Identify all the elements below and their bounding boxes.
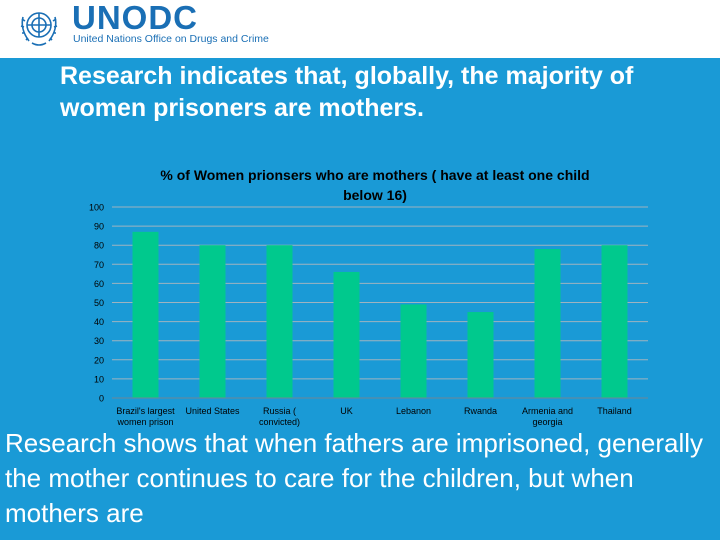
bar — [333, 271, 360, 398]
bar-chart: 0 10 20 30 40 50 60 70 80 90 100 Brazil's largest wo… — [89, 203, 648, 427]
y-tick-label: 80 — [94, 241, 104, 251]
x-tick-label: United States — [185, 406, 240, 416]
bar — [400, 304, 427, 398]
headline: Research indicates that, globally, the m… — [60, 62, 634, 122]
x-tick-label-line: Russia ( — [263, 406, 296, 416]
bar — [199, 245, 226, 398]
x-tick-label-line: UK — [340, 406, 353, 416]
bar — [534, 249, 561, 398]
x-tick-label-line: women prison — [116, 417, 173, 427]
x-tick-label-line: georgia — [532, 417, 562, 427]
bar — [601, 245, 628, 398]
x-tick-label-line: Lebanon — [396, 406, 431, 416]
bar — [266, 245, 293, 398]
y-tick-label: 30 — [94, 336, 104, 346]
x-tick-label-line: Armenia and — [522, 406, 573, 416]
y-tick-label: 50 — [94, 298, 104, 308]
x-tick-label: Rwanda — [464, 406, 497, 416]
brand-name: UNODC — [72, 0, 198, 36]
y-tick-label: 40 — [94, 317, 104, 327]
x-tick-label: Russia (convicted) — [259, 406, 300, 427]
chart-title: % of Women prionsers who are mothers ( h… — [160, 167, 590, 203]
x-tick-label: Brazil's largest women prison — [116, 406, 175, 427]
body-text: Research shows that when fathers are imp… — [5, 428, 704, 528]
y-tick-label: 0 — [99, 394, 104, 404]
y-tick-label: 70 — [94, 260, 104, 270]
x-tick-label-line: Thailand — [597, 406, 632, 416]
bar — [132, 231, 159, 398]
x-tick-label: Thailand — [597, 406, 632, 416]
x-tick-label: Lebanon — [396, 406, 431, 416]
y-tick-label: 20 — [94, 355, 104, 365]
x-tick-label: UK — [340, 406, 353, 416]
x-tick-label-line: United States — [185, 406, 240, 416]
bar — [467, 312, 494, 398]
brand-subtitle: United Nations Office on Drugs and Crime — [73, 33, 269, 45]
x-tick-label-line: Rwanda — [464, 406, 497, 416]
x-tick-label-line: convicted) — [259, 417, 300, 427]
x-tick-label: Armenia and georgia — [522, 406, 573, 427]
x-tick-label-line: Brazil's largest — [116, 406, 175, 416]
y-tick-label: 100 — [89, 203, 104, 213]
header-bar: UNODC United Nations Office on Drugs and… — [0, 0, 720, 58]
un-emblem-icon — [20, 12, 58, 46]
y-tick-label: 90 — [94, 222, 104, 232]
y-tick-label: 60 — [94, 279, 104, 289]
y-tick-label: 10 — [94, 374, 104, 384]
